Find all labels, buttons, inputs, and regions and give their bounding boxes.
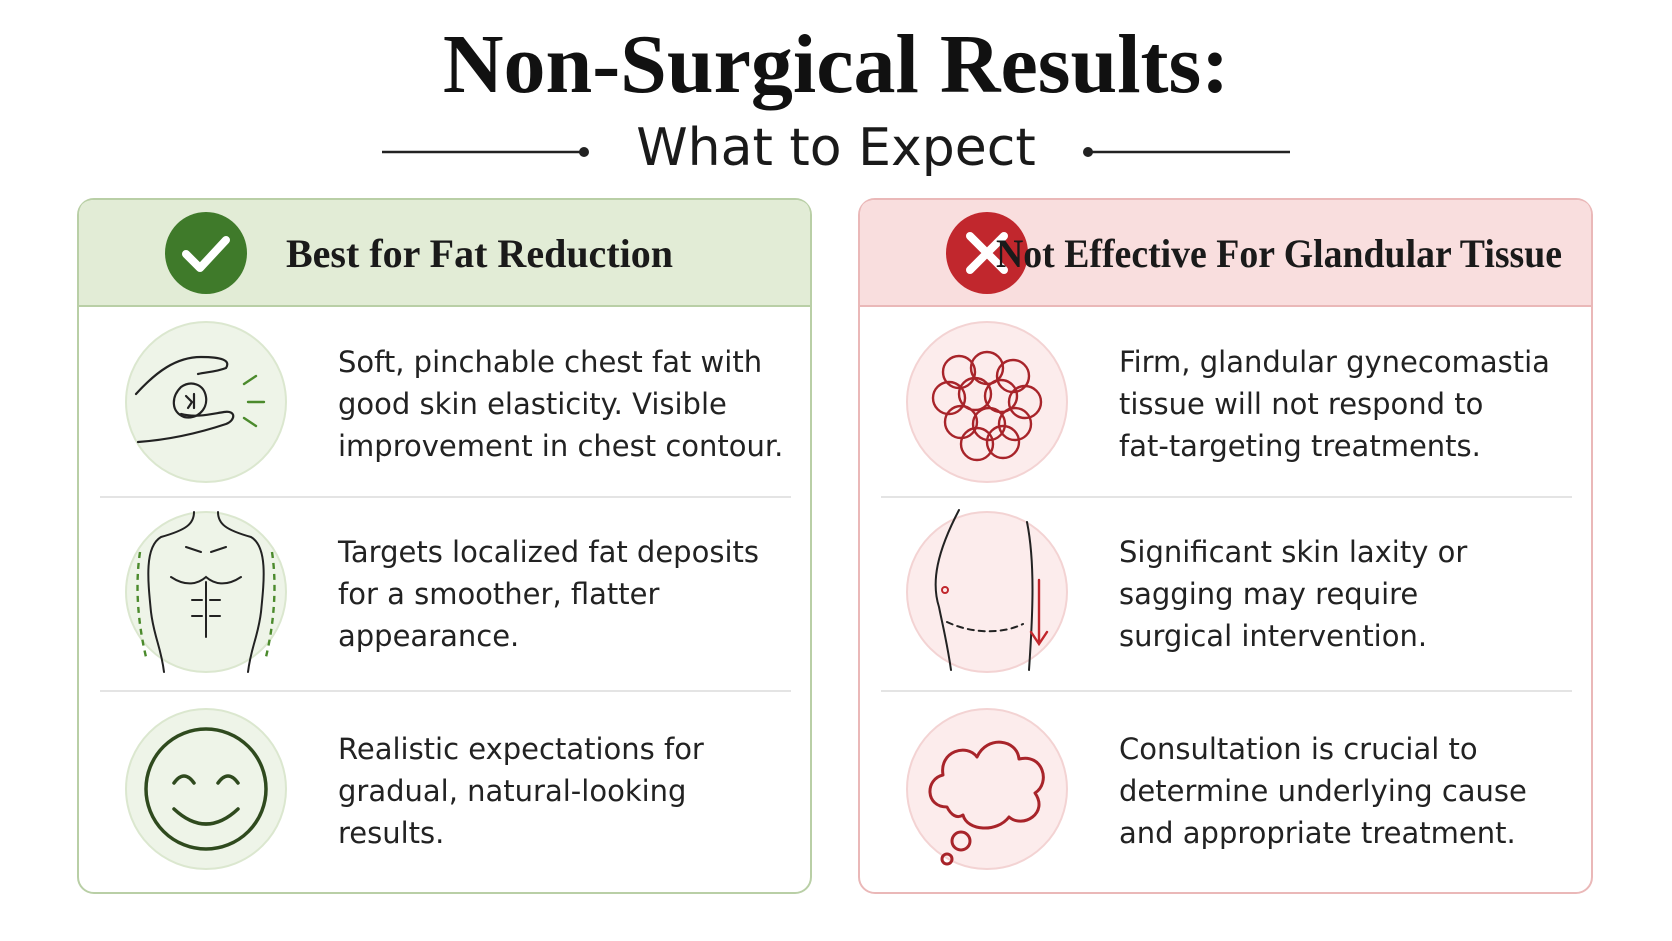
icon-accent xyxy=(242,374,266,428)
icon-line xyxy=(928,740,1045,830)
icon-accent xyxy=(941,586,949,594)
panel-heading: Not Effective For Glandular Tissue xyxy=(996,231,1562,276)
panel: Best for Fat Reduction Soft, pinchable ch… xyxy=(77,198,812,894)
icon-line xyxy=(940,852,954,866)
item-text: results. xyxy=(338,816,444,850)
header-badge xyxy=(165,212,247,294)
item-text: good skin elasticity. Visible xyxy=(338,387,727,421)
icon-line xyxy=(184,392,196,410)
panel-heading: Best for Fat Reduction xyxy=(286,231,673,276)
item-text: appearance. xyxy=(338,619,519,653)
panel-header xyxy=(79,200,810,306)
icon-line xyxy=(136,410,235,444)
icon-cell xyxy=(985,424,1021,460)
icon-line xyxy=(950,830,972,852)
panel-header xyxy=(860,200,1591,306)
item-text: and appropriate treatment. xyxy=(1119,816,1516,850)
icon-line xyxy=(172,774,240,826)
row-icon xyxy=(136,511,276,673)
item-text: Firm, glandular gynecomastia xyxy=(1119,345,1550,379)
item-text: for a smoother, flatter xyxy=(338,577,659,611)
row-icon xyxy=(928,740,1045,866)
row-icon xyxy=(934,509,1049,671)
row-icon xyxy=(931,350,1043,462)
icon-circle xyxy=(906,708,1068,870)
icon-cell xyxy=(1007,384,1043,420)
icon-line xyxy=(147,511,195,673)
icon-line xyxy=(217,511,265,673)
icon-circle xyxy=(125,708,287,870)
icon-accent xyxy=(1029,578,1049,647)
item-text: sagging may require xyxy=(1119,577,1418,611)
item-text: tissue will not respond to xyxy=(1119,387,1483,421)
icon-line xyxy=(144,727,268,851)
cross-icon xyxy=(966,232,1008,274)
panel: Not Effective For Glandular Tissue Firm, … xyxy=(858,198,1593,894)
icon-cell xyxy=(931,380,967,416)
icon-line xyxy=(946,621,1024,633)
icon-line xyxy=(934,509,960,671)
icon-line xyxy=(1026,521,1034,671)
icon-line xyxy=(134,355,229,396)
icon-cell xyxy=(957,376,993,412)
item-text: fat-targeting treatments. xyxy=(1119,429,1481,463)
icon-circle xyxy=(906,511,1068,673)
item-text: Soft, pinchable chest fat with xyxy=(338,345,762,379)
item-text: surgical intervention. xyxy=(1119,619,1427,653)
row-icon xyxy=(144,727,268,851)
item-text: Significant skin laxity or xyxy=(1119,535,1467,569)
item-text: Targets localized fat deposits xyxy=(337,535,759,569)
item-text: determine underlying cause xyxy=(1119,774,1527,808)
icon-line xyxy=(172,382,208,419)
item-text: Realistic expectations for xyxy=(338,732,704,766)
rule-dot xyxy=(1083,147,1093,157)
icon-cell xyxy=(971,406,1007,442)
item-text: gradual, natural-looking xyxy=(338,774,686,808)
icon-cell xyxy=(997,406,1033,442)
title: Non-Surgical Results: xyxy=(443,18,1229,111)
icon-cell xyxy=(959,426,995,462)
subtitle: What to Expect xyxy=(636,118,1036,178)
item-text: Consultation is crucial to xyxy=(1119,732,1478,766)
icon-accent xyxy=(136,551,276,658)
check-icon xyxy=(182,236,230,272)
rule-dot xyxy=(579,147,589,157)
item-text: improvement in chest contour. xyxy=(338,429,783,463)
row-icon xyxy=(134,355,266,444)
icon-line xyxy=(170,546,242,638)
